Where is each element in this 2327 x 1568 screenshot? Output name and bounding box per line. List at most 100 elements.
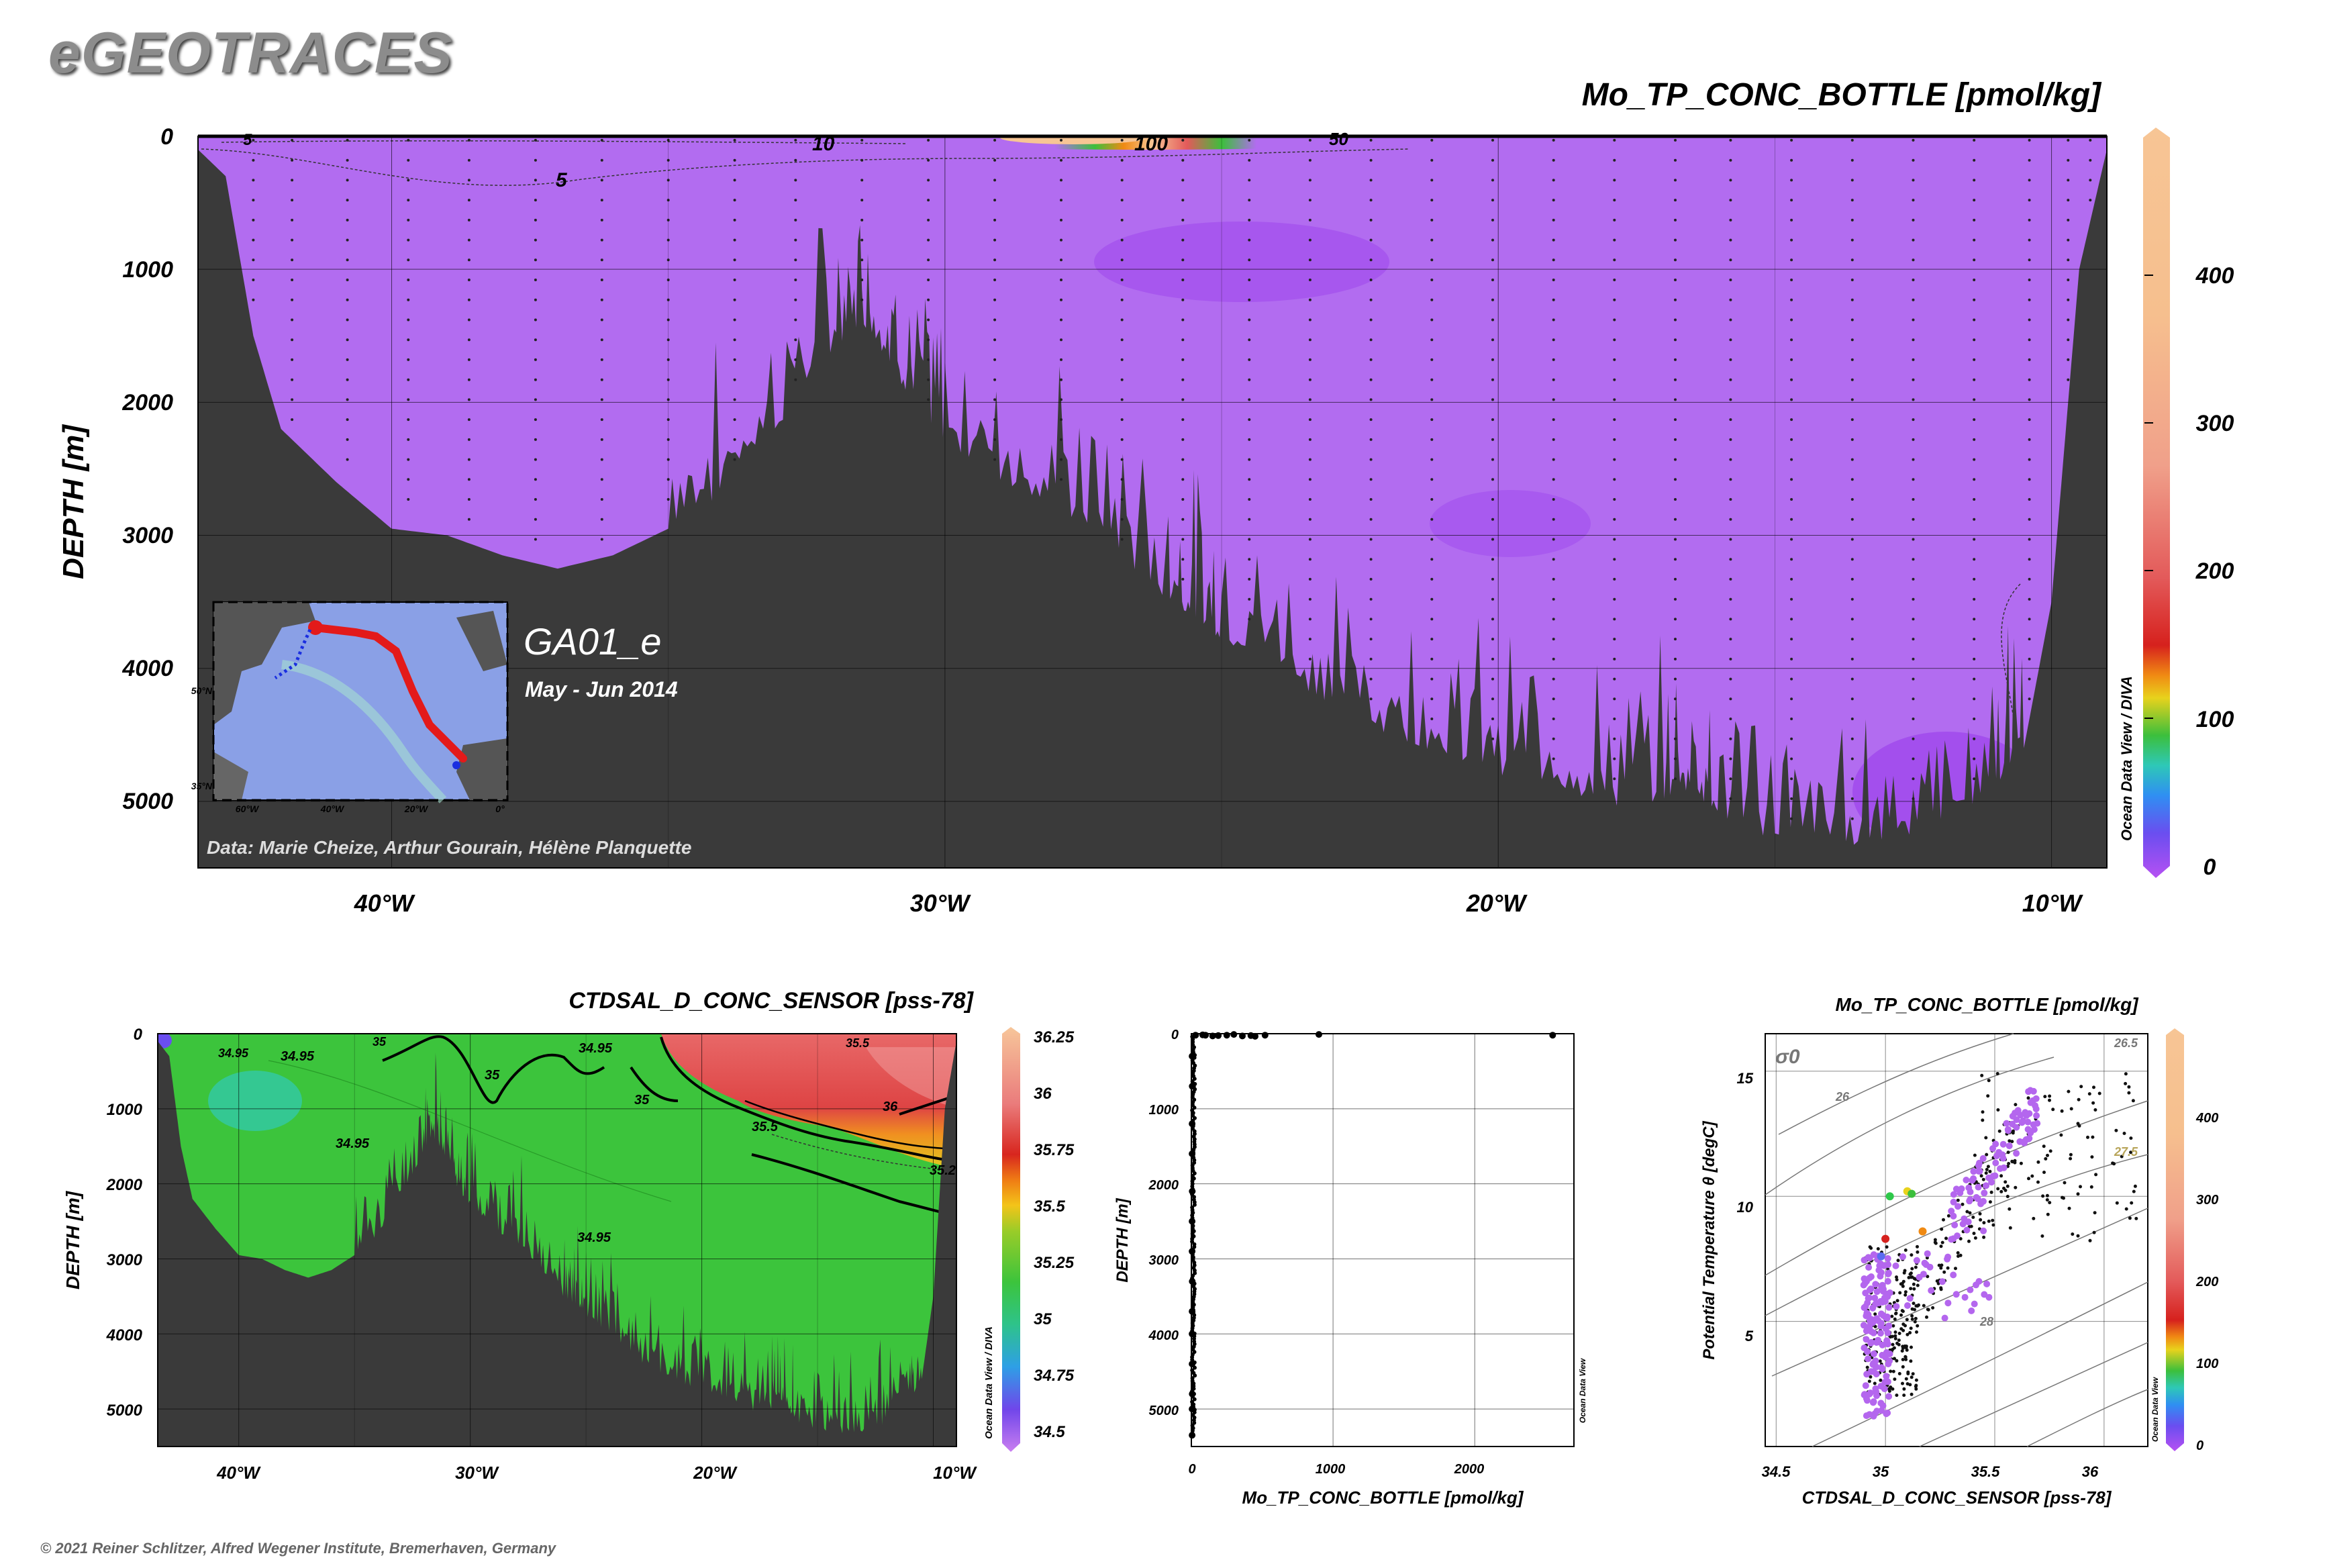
ts-sample — [1997, 1165, 2003, 1172]
sample-dot — [1120, 199, 1124, 202]
sample-dot — [733, 418, 736, 422]
ts-point — [1893, 1377, 1897, 1381]
sample-dot — [1308, 438, 1311, 441]
ts-sample — [1983, 1182, 1989, 1189]
sample-dot — [794, 238, 797, 242]
sample-dot — [1491, 677, 1494, 681]
isopycnal-label: 27.5 — [2114, 1145, 2138, 1159]
sample-dot — [1912, 358, 1915, 361]
sample-dot — [1060, 179, 1062, 182]
sample-dot — [467, 358, 471, 361]
sample-dot — [733, 338, 736, 342]
ts-sample — [1941, 1314, 1948, 1322]
sample-dot — [1912, 279, 1915, 281]
sample-dot — [1912, 518, 1915, 521]
ts-point — [1910, 1267, 1914, 1271]
sample-dot — [1850, 757, 1854, 761]
sample-dot — [1790, 577, 1793, 581]
sample-dot — [1912, 258, 1915, 262]
sample-dot — [1790, 218, 1793, 222]
sample-dot — [1850, 238, 1854, 242]
sample-dot — [1613, 318, 1616, 322]
ts-point — [1887, 1387, 1891, 1391]
sample-dot — [1369, 657, 1373, 660]
sample-dot — [1248, 498, 1251, 501]
sample-dot — [1850, 718, 1854, 720]
ts-sample — [1944, 1300, 1952, 1307]
ts-point — [1916, 1283, 1920, 1287]
ts-point — [1999, 1174, 2003, 1178]
sample-dot — [733, 238, 736, 242]
sample-dot — [1430, 378, 1434, 381]
sample-dot — [927, 378, 930, 381]
sample-dot — [534, 318, 537, 322]
sample-dot — [1674, 618, 1677, 621]
sample-dot — [1060, 318, 1062, 322]
sample-dot — [1912, 777, 1915, 781]
ts-point — [2076, 1234, 2080, 1238]
ts-sample — [1922, 1261, 1930, 1268]
ts-sample — [1867, 1273, 1875, 1280]
sample-dot — [860, 238, 864, 242]
ts-point — [1910, 1317, 1914, 1321]
sample-dot — [1790, 657, 1793, 660]
sample-dot — [1491, 478, 1494, 481]
sample-dot — [2028, 158, 2031, 162]
sample-dot — [600, 158, 603, 162]
sample-dot — [1850, 458, 1854, 461]
ts-point — [1909, 1326, 1913, 1330]
ts-sample — [1877, 1322, 1885, 1330]
sample-dot — [1613, 458, 1616, 461]
sample-dot — [993, 398, 997, 401]
ts-sample — [1924, 1250, 1931, 1257]
low-salinity-patch — [208, 1071, 302, 1131]
ts-point — [1905, 1382, 1910, 1386]
sample-dot — [1973, 458, 1976, 461]
ts-point — [2086, 1135, 2089, 1139]
sample-dot — [1674, 218, 1677, 222]
ts-point — [2124, 1081, 2128, 1085]
sample-dot — [2028, 199, 2031, 202]
sample-dot — [1552, 158, 1555, 162]
sample-dot — [1248, 158, 1251, 162]
sample-dot — [733, 218, 736, 222]
sample-dot — [1552, 179, 1555, 182]
sample-dot — [252, 218, 255, 222]
sample-dot — [1973, 418, 1976, 422]
ts-point — [1901, 1322, 1905, 1326]
sample-dot — [1491, 618, 1494, 621]
sample-dot — [1308, 498, 1311, 501]
sample-dot — [1181, 538, 1185, 541]
sample-dot — [1790, 458, 1793, 461]
colorbar-tick: 36.25 — [1034, 1028, 1075, 1046]
sample-dot — [1430, 697, 1434, 701]
sample-dot — [407, 258, 410, 262]
ts-point — [1933, 1240, 1937, 1244]
ts-point — [1915, 1330, 1918, 1334]
sample-dot — [534, 199, 537, 202]
ts-sample — [1870, 1368, 1877, 1375]
bathymetry — [198, 136, 2107, 868]
sample-dot — [1552, 478, 1555, 481]
sample-dot — [1729, 258, 1732, 262]
cruise-track-main — [311, 624, 467, 763]
ts-sample — [1884, 1378, 1891, 1385]
ts-sample — [1948, 1208, 1955, 1215]
sample-dot — [1491, 657, 1494, 660]
sample-dot — [1552, 538, 1555, 541]
sample-dot — [666, 279, 670, 281]
ts-point — [1903, 1290, 1908, 1294]
sample-dot — [2028, 418, 2031, 422]
sample-dot — [1973, 258, 1976, 262]
sample-dot — [291, 258, 294, 262]
sample-dot — [407, 378, 410, 381]
ts-point — [1893, 1330, 1897, 1334]
ts-point — [1973, 1153, 1977, 1157]
sample-dot — [1369, 358, 1373, 361]
sample-dot — [1248, 378, 1251, 381]
sample-dot — [534, 158, 537, 162]
sample-dot — [1729, 618, 1732, 621]
sample-dot — [1181, 279, 1185, 281]
ts-point — [1939, 1244, 1943, 1248]
sample-dot — [666, 218, 670, 222]
